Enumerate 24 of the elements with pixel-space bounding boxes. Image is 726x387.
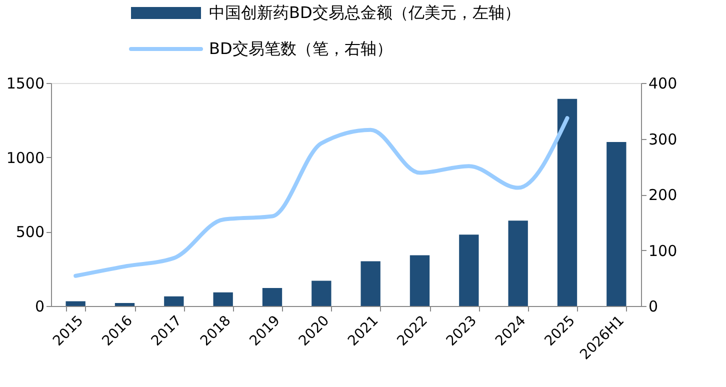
bar	[114, 303, 135, 306]
line-series	[74, 116, 570, 278]
bar	[606, 142, 626, 306]
bar	[164, 296, 184, 306]
bar	[557, 98, 578, 306]
legend-label: BD交易笔数（笔，右轴）	[209, 39, 392, 58]
bar	[508, 220, 528, 306]
bar	[66, 301, 86, 306]
bar	[360, 261, 380, 306]
y-tick-label: 1000	[6, 148, 44, 167]
bar	[213, 292, 233, 306]
bar	[459, 234, 479, 306]
y2-tick-label: 100	[648, 242, 678, 260]
bar	[410, 255, 430, 306]
y-tick-label: 0	[34, 298, 44, 316]
bar	[262, 288, 282, 306]
bar	[312, 280, 332, 306]
legend-label: 中国创新药BD交易总金额（亿美元，左轴）	[209, 3, 520, 22]
y2-tick-label: 300	[648, 130, 678, 148]
y-tick-label: 500	[16, 223, 44, 242]
y2-tick-label: 200	[648, 186, 678, 204]
y2-tick-label: 0	[648, 298, 658, 316]
y2-tick-label: 400	[648, 74, 678, 92]
y-tick-label: 1500	[6, 74, 44, 92]
